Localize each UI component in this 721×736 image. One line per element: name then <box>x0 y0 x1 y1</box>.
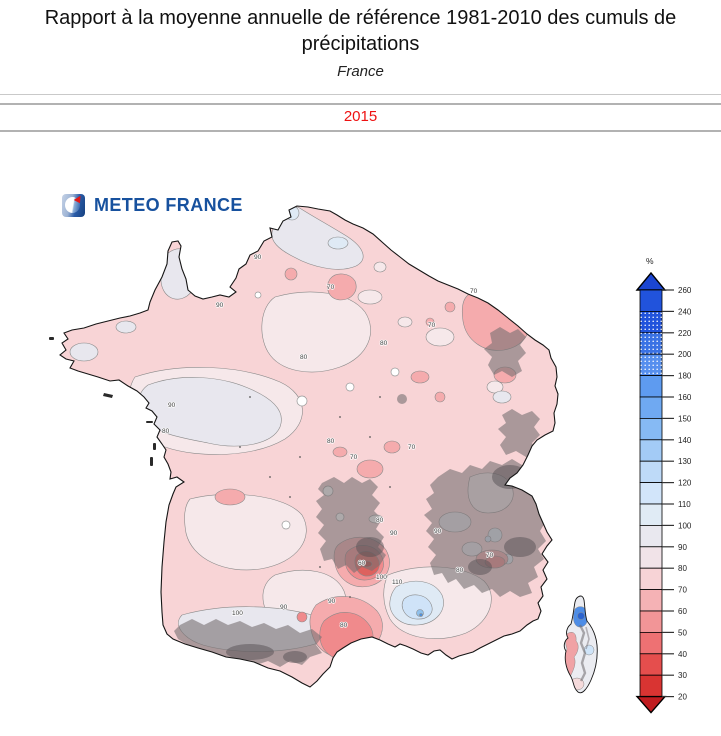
scale-segment <box>639 631 663 655</box>
contour-label: 80 <box>380 340 388 347</box>
page: { "header": { "title_line1": "Rapport à … <box>0 7 721 736</box>
contour-label: 80 <box>300 354 308 361</box>
year-band: 2015 <box>0 103 721 132</box>
scale-segment <box>639 482 663 505</box>
corsica <box>563 595 598 694</box>
contour-label: 90 <box>168 402 176 409</box>
scale-tick-label: 220 <box>678 329 692 338</box>
contour-label: 90 <box>328 598 336 605</box>
contour-label: 70 <box>486 552 494 559</box>
contour-label: 90 <box>390 530 398 537</box>
contour-label: 80 <box>162 428 170 435</box>
year-label: 2015 <box>343 108 378 125</box>
scale-segment-dots <box>640 311 662 333</box>
scale-tick-label: 50 <box>678 628 687 637</box>
scale-ticks: 260 240 220 200 180 160 150 140 130 120 110 100 90 80… <box>662 286 692 702</box>
scale-segment-dots <box>640 332 662 355</box>
scale-unit-label: % <box>646 256 654 266</box>
scale-segment <box>639 460 663 483</box>
scale-segment-dots <box>640 354 662 376</box>
scale-tick-label: 240 <box>678 307 692 316</box>
page-title: Rapport à la moyenne annuelle de référen… <box>44 7 677 29</box>
scale-segment <box>639 546 663 569</box>
page-subtitle: France <box>337 63 384 80</box>
contour-label: 90 <box>254 254 262 261</box>
scale-tick-label: 60 <box>678 607 687 616</box>
contour-label: 90 <box>216 302 224 309</box>
contour-labels: 90 90 70 80 80 70 70 90 80 80 70 70 90 80 100 110 90 80 10… <box>161 253 494 629</box>
color-scale-legend: % 260 240 220 200 180 160 150 140 130 120 110 100 90… <box>635 256 692 714</box>
scale-tick-label: 80 <box>678 564 687 573</box>
scale-tick-label: 160 <box>678 393 692 402</box>
contour-label: 80 <box>376 517 384 524</box>
contour-label: 60 <box>358 560 366 567</box>
contour-label: 90 <box>434 528 442 535</box>
contour-label: 110 <box>392 579 403 586</box>
contour-label: 80 <box>327 438 335 445</box>
scale-segment <box>639 439 663 462</box>
scale-segment <box>639 503 663 526</box>
scale-segment <box>639 589 663 612</box>
scale-bar <box>635 271 667 714</box>
divider <box>0 94 721 95</box>
contour-label: 100 <box>376 574 387 581</box>
meteo-france-logo: METEO FRANCE <box>62 194 243 217</box>
scale-arrow-down <box>635 695 667 714</box>
france-precipitation-map: 90 90 70 80 80 70 70 90 80 80 70 70 90 80 100 110 90 80 10… <box>49 205 598 694</box>
scale-tick-label: 70 <box>678 586 687 595</box>
contour-label: 100 <box>232 610 243 617</box>
contour-label: 80 <box>340 622 348 629</box>
scale-segment <box>639 289 663 312</box>
page-title-line2: précipitations <box>301 33 420 55</box>
contour-label: 70 <box>408 444 416 451</box>
scale-tick-label: 110 <box>678 500 691 509</box>
scale-tick-label: 180 <box>678 372 692 381</box>
scale-segment <box>639 567 663 591</box>
logo-text: METEO FRANCE <box>94 195 243 215</box>
scale-tick-label: 200 <box>678 350 692 359</box>
scale-tick-label: 40 <box>678 650 687 659</box>
scale-tick-label: 20 <box>678 693 687 702</box>
scale-segment <box>639 396 663 419</box>
contour-label: 70 <box>327 284 335 291</box>
meteo-france-globe-icon <box>62 194 85 217</box>
scale-tick-label: 260 <box>678 286 692 295</box>
scale-tick-label: 120 <box>678 479 692 488</box>
contour-label: 70 <box>470 288 478 295</box>
scale-tick-label: 150 <box>678 414 692 423</box>
france-outline <box>59 205 559 688</box>
scale-segment <box>639 375 663 398</box>
scale-tick-label: 90 <box>678 543 687 552</box>
scale-tick-label: 130 <box>678 457 692 466</box>
scale-segment <box>639 653 663 676</box>
contour-label: 70 <box>350 454 358 461</box>
scale-segment <box>639 524 663 548</box>
map-area: METEO FRANCE <box>0 132 721 726</box>
scale-segment <box>639 417 663 441</box>
scale-segment <box>639 610 663 633</box>
scale-segment <box>639 674 663 698</box>
contour-label: 90 <box>280 604 288 611</box>
coastal-islands <box>49 337 156 466</box>
scale-tick-label: 140 <box>678 436 692 445</box>
scale-arrow-up <box>635 271 667 291</box>
scale-tick-label: 100 <box>678 521 692 530</box>
contour-label: 70 <box>428 322 436 329</box>
contour-label: 80 <box>456 567 464 574</box>
scale-tick-label: 30 <box>678 671 687 680</box>
